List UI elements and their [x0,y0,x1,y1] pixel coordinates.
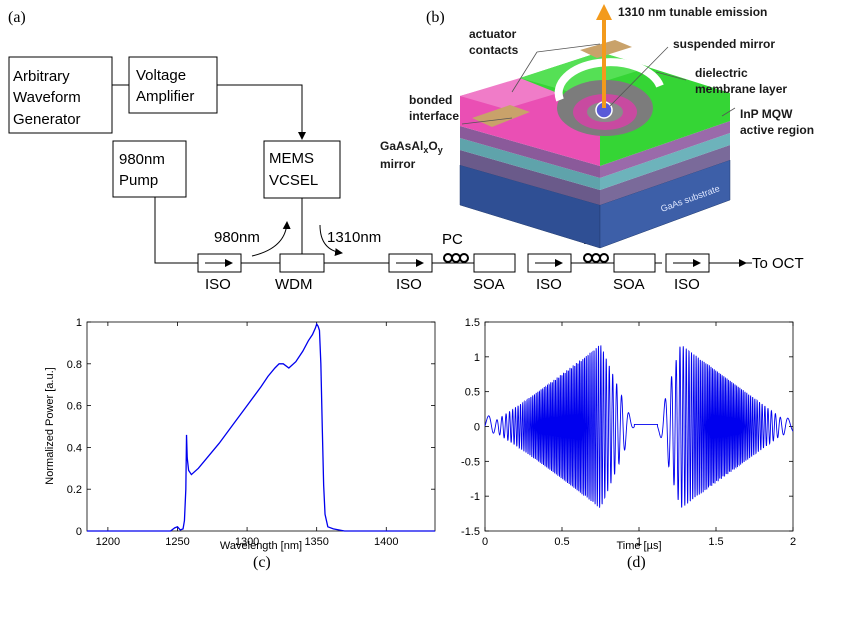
panel-a: (a) Arbitrary Waveform Generator Voltage… [8,9,804,293]
chart-c-xlabel: Wavelength [nm] [220,540,302,552]
actuator-label-1: actuator [469,27,517,41]
polarization-controller-2 [583,253,609,263]
y-tick-label: 1.5 [465,317,480,329]
x-tick-label: 1300 [235,536,259,548]
y-tick-label: 0 [474,422,480,434]
chart-d-xlabel: Time [µs] [616,540,661,552]
wdm-box [279,253,325,273]
x-tick-label: 1250 [165,536,189,548]
panel-label-d: (d) [627,554,646,571]
y-tick-label: 0.4 [67,442,82,454]
arrow-1310 [319,224,343,257]
label-1310: 1310nm [327,229,381,246]
x-tick-label: 1.5 [708,536,723,548]
x-tick-label: 0 [482,536,488,548]
chart-d-ticks: 0 0.5 1 1.5 2 -1.5 -1 -0.5 0 0.5 1 1.5 [461,317,796,548]
x-tick-label: 1400 [374,536,398,548]
suspended-mirror-label: suspended mirror [673,37,775,51]
y-tick-label: 1 [76,317,82,329]
soa-label-1: SOA [473,276,505,293]
iso-label-2: ISO [396,276,422,293]
chart-d-series-line [484,345,794,508]
y-tick-label: 0.2 [67,484,82,496]
chart-c-series-line [87,322,435,532]
dielectric-label-2: membrane layer [695,82,787,96]
emission-label: 1310 nm tunable emission [618,5,767,19]
wdm-label: WDM [275,276,313,293]
arrow-980 [251,221,291,257]
y-tick-label: 0.6 [67,401,82,413]
y-tick-label: 0.8 [67,359,82,371]
amplifier-label-2: Amplifier [136,88,194,105]
awg-label-1: Arbitrary [13,68,70,85]
inp-label-1: InP MQW [740,107,793,121]
gaas-mirror-label-2: mirror [380,157,416,171]
panel-label-a: (a) [8,9,26,26]
device-illustration: GaAs substrate [459,4,736,249]
soa-box-1 [473,253,516,273]
y-tick-label: -0.5 [461,456,480,468]
y-tick-label: -1 [470,491,480,503]
gaas-mirror-label: GaAsAlxOy [380,139,443,155]
panel-b: (b) [380,4,814,249]
wire-pump-iso [154,197,198,264]
awg-box [8,56,113,134]
iso-label-3: ISO [536,276,562,293]
panel-label-c: (c) [253,554,271,571]
y-tick-label: 1 [474,352,480,364]
pc-label-1: PC [442,231,463,248]
awg-label-2: Waveform [13,89,81,106]
iso-label-4: ISO [674,276,700,293]
emission-arrowhead [596,4,612,20]
dielectric-label-1: dielectric [695,66,748,80]
vcsel-label-1: MEMS [269,150,314,167]
pump-box [112,140,187,198]
label-980: 980nm [214,229,260,246]
chart-spectrum: 1200 1250 1300 1350 1400 0 0.2 0.4 0.6 0.8 1 Wavel… [44,317,436,571]
polarization-controller-1 [443,253,469,263]
chart-waveform: 0 0.5 1 1.5 2 -1.5 -1 -0.5 0 0.5 1 1.5 Time [µs] (d… [461,317,796,571]
x-tick-label: 0.5 [554,536,569,548]
chart-c-frame [86,321,436,532]
amplifier-box [128,56,218,114]
soa-box-2 [613,253,656,273]
bonded-label-2: interface [409,109,459,123]
panel-label-b: (b) [426,9,445,26]
amplifier-label-1: Voltage [136,67,186,84]
y-tick-label: 0 [76,526,82,538]
y-tick-label: 0.5 [465,387,480,399]
chart-c-ylabel: Normalized Power [a.u.] [44,367,56,484]
actuator-label-2: contacts [469,43,519,57]
awg-label-3: Generator [13,111,81,128]
output-label: To OCT [752,255,804,272]
chart-c-ticks: 1200 1250 1300 1350 1400 0 0.2 0.4 0.6 0.8 1 [67,317,435,548]
x-tick-label: 1 [636,536,642,548]
iso-label-1: ISO [205,276,231,293]
soa-label-2: SOA [613,276,645,293]
y-tick-label: -1.5 [461,526,480,538]
pump-label-2: Pump [119,172,158,189]
x-tick-label: 1350 [304,536,328,548]
x-tick-label: 1200 [96,536,120,548]
x-tick-label: 2 [790,536,796,548]
wire-amp-vcsel [217,84,306,140]
pump-label-1: 980nm [119,151,165,168]
inp-label-2: active region [740,123,814,137]
vcsel-label-2: VCSEL [269,172,318,189]
bonded-label-1: bonded [409,93,452,107]
